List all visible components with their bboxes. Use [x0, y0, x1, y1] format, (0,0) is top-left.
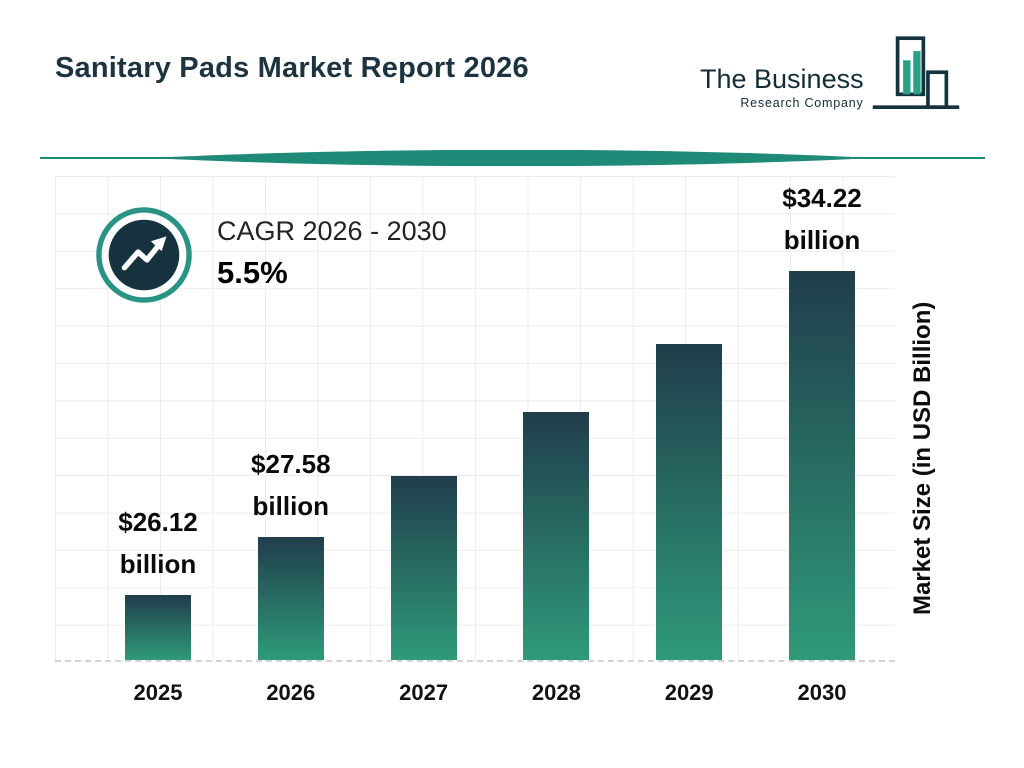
report-title: Sanitary Pads Market Report 2026 — [55, 52, 529, 84]
x-axis-label-2026: 2026 — [266, 680, 316, 705]
bar-2030 — [789, 271, 855, 660]
x-axis-label-2027: 2027 — [399, 680, 449, 705]
chart-plot-area: $26.12 billion $27.58 billion $34.22 billion — [55, 176, 895, 662]
bar-2029 — [656, 344, 723, 660]
bar-value-label-2026: $27.58 billion — [251, 448, 331, 521]
company-logo: The Business Research Company — [700, 34, 962, 116]
x-axis-label-2030: 2030 — [797, 680, 847, 705]
x-axis-label-2025: 2025 — [133, 680, 183, 705]
bar-chart-logo-icon — [872, 36, 959, 110]
bar-value-label-2025: $26.12 billion — [118, 506, 198, 580]
cagr-text-block: CAGR 2026 - 2030 5.5% — [217, 216, 447, 291]
trend-arrow-icon — [96, 207, 192, 303]
x-axis-label-2028: 2028 — [531, 680, 581, 705]
divider — [40, 150, 985, 166]
company-logo-text: The Business Research Company — [700, 64, 864, 110]
logo-subname: Research Company — [740, 96, 864, 110]
cagr-badge: CAGR 2026 - 2030 5.5% — [95, 206, 447, 304]
bar-2025 — [125, 595, 191, 660]
x-axis-label-2029: 2029 — [664, 680, 714, 705]
bar-2026 — [257, 536, 324, 660]
cagr-label: CAGR 2026 - 2030 — [217, 216, 447, 246]
y-axis-title: Market Size (in USD Billion) — [909, 301, 936, 615]
logo-name: The Business — [700, 64, 864, 94]
cagr-value: 5.5% — [217, 255, 288, 290]
bar-2027 — [390, 476, 457, 660]
bar-value-label-2030: $34.22 billion — [782, 182, 862, 256]
bar-2028 — [523, 412, 590, 660]
x-axis: 2025 2026 2027 2028 2029 2030 — [55, 680, 895, 710]
